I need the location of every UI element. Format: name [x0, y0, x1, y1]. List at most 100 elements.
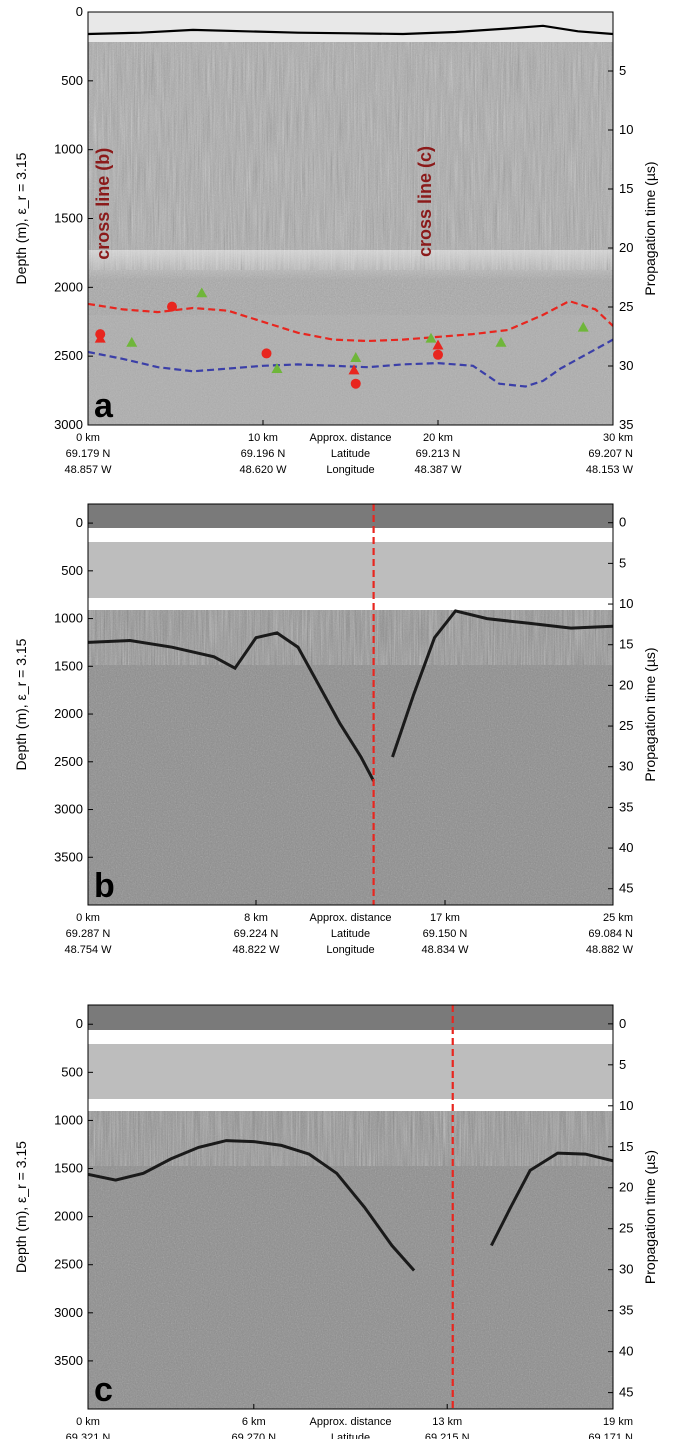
green-triangle-point [126, 336, 138, 347]
panel-a-image [88, 12, 613, 425]
red-triangle-point [348, 364, 360, 375]
x-row-title: Latitude [331, 448, 370, 460]
bed-reflector-left [88, 1139, 416, 1272]
depth-tick-label: 1500 [54, 658, 83, 673]
x-distance-label: 13 km [432, 1416, 462, 1428]
x-latitude-label: 69.171 N [588, 1432, 633, 1439]
x-distance-label: 6 km [242, 1416, 266, 1428]
time-axis-title: Propagation time (µs) [642, 1150, 658, 1284]
time-tick-label: 30 [619, 1262, 633, 1277]
time-tick-label: 20 [619, 240, 633, 255]
crossline-label: cross line (b) [93, 148, 113, 260]
x-latitude-label: 69.084 N [588, 928, 633, 940]
red-circle-point [167, 301, 177, 312]
x-distance-label: 10 km [248, 432, 278, 444]
time-axis-title: Propagation time (µs) [642, 161, 658, 295]
depth-axis-title: Depth (m), ε_r = 3.15 [13, 638, 29, 770]
x-latitude-label: 69.196 N [241, 448, 286, 460]
x-distance-label: 17 km [430, 912, 460, 924]
time-tick-label: 45 [619, 1385, 633, 1400]
red-triangle-point [432, 339, 444, 350]
x-longitude-label: 48.620 W [239, 464, 287, 476]
x-longitude-label: 48.857 W [64, 464, 112, 476]
time-tick-label: 40 [619, 840, 633, 855]
x-longitude-label: 48.754 W [64, 944, 112, 956]
time-tick-label: 35 [619, 799, 633, 814]
time-tick-label: 0 [619, 1016, 626, 1031]
panel-b-image [88, 504, 613, 905]
depth-tick-label: 500 [61, 1064, 83, 1079]
time-tick-label: 15 [619, 637, 633, 652]
depth-tick-label: 3000 [54, 802, 83, 817]
x-longitude-label: 48.153 W [586, 464, 634, 476]
time-tick-label: 5 [619, 1057, 626, 1072]
depth-axis-title: Depth (m), ε_r = 3.15 [13, 152, 29, 284]
time-tick-label: 20 [619, 1180, 633, 1195]
depth-tick-label: 0 [76, 4, 83, 19]
red-circle-point [433, 349, 443, 360]
panel-c-overlays [88, 1005, 613, 1409]
green-triangle-point [577, 321, 589, 332]
x-distance-label: 0 km [76, 432, 100, 444]
bed-reflector-left [88, 631, 375, 782]
depth-tick-label: 3000 [54, 417, 83, 432]
x-latitude-label: 69.179 N [66, 448, 111, 460]
red-circle-point [350, 378, 361, 389]
time-tick-label: 15 [619, 1139, 633, 1154]
depth-tick-label: 3000 [54, 1305, 83, 1320]
panel-c-image [88, 1005, 613, 1409]
panel-b-overlays [88, 504, 613, 905]
crossline-label: cross line (c) [415, 146, 435, 257]
depth-tick-label: 500 [61, 73, 83, 88]
x-distance-label: 30 km [603, 432, 633, 444]
time-axis-title: Propagation time (µs) [642, 647, 658, 781]
time-tick-label: 0 [619, 515, 626, 530]
x-latitude-label: 69.213 N [416, 448, 461, 460]
depth-tick-label: 2500 [54, 1257, 83, 1272]
time-tick-label: 5 [619, 63, 626, 78]
green-triangle-point [425, 332, 437, 343]
time-tick-label: 10 [619, 122, 633, 137]
bed-reflector-right [391, 609, 613, 758]
time-tick-label: 20 [619, 677, 633, 692]
panel-b: 0 500 1000 1500 2000 2500 3000 3500 0 5 10 15 20 25 30… [13, 503, 658, 956]
time-tick-label: 10 [619, 1098, 633, 1113]
time-tick-label: 25 [619, 299, 633, 314]
panel-c: 0 500 1000 1500 2000 2500 3000 3500 0 5 10 15 20 25 30… [13, 1004, 658, 1439]
panel-a-overlays: cross line (b) cross line (c) [88, 24, 613, 425]
red-circle-point [261, 348, 272, 359]
bed-zone [88, 314, 613, 425]
depth-tick-label: 1000 [54, 611, 83, 626]
depth-tick-label: 2500 [54, 754, 83, 769]
x-latitude-label: 69.207 N [588, 448, 633, 460]
depth-tick-label: 0 [76, 1016, 83, 1031]
x-latitude-label: 69.287 N [66, 928, 111, 940]
x-distance-label: 0 km [76, 1416, 100, 1428]
depth-tick-label: 500 [61, 563, 83, 578]
green-triangle-point [495, 336, 507, 347]
red-triangle-point [94, 332, 106, 343]
x-row-title: Latitude [331, 1432, 370, 1439]
x-latitude-label: 69.215 N [425, 1432, 470, 1439]
x-latitude-label: 69.270 N [231, 1432, 276, 1439]
time-tick-label: 25 [619, 718, 633, 733]
x-row-title: Approx. distance [310, 432, 392, 444]
x-latitude-label: 69.224 N [234, 928, 279, 940]
plot-frame [87, 1004, 614, 1410]
plot-frame [87, 503, 614, 906]
panel-letter: b [94, 867, 115, 905]
x-distance-label: 19 km [603, 1416, 633, 1428]
blue-dashed-horizon [88, 338, 613, 388]
panel-a: cross line (b) cross line (c) 0 500 1000 1500… [13, 4, 658, 476]
depth-tick-label: 2500 [54, 348, 83, 363]
depth-tick-label: 1000 [54, 142, 83, 157]
x-distance-label: 20 km [423, 432, 453, 444]
time-tick-label: 15 [619, 181, 633, 196]
time-tick-label: 30 [619, 759, 633, 774]
x-longitude-label: 48.834 W [421, 944, 469, 956]
depth-tick-label: 1000 [54, 1112, 83, 1127]
depth-tick-label: 2000 [54, 1209, 83, 1224]
time-tick-label: 45 [619, 881, 633, 896]
green-triangle-point [271, 363, 283, 373]
